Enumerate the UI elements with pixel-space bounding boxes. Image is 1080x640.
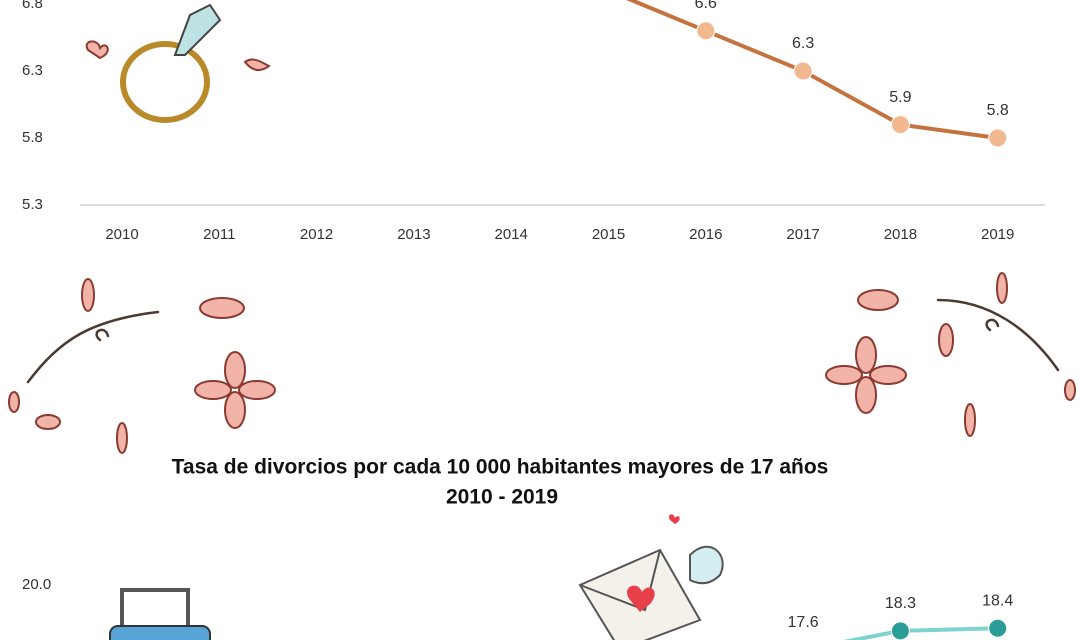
x-tick-label: 2011 — [203, 226, 235, 243]
data-point — [890, 115, 910, 135]
data-point — [890, 621, 910, 640]
envelope-doodle — [578, 514, 724, 640]
chart-subtitle: 2010 - 2019 — [446, 486, 558, 509]
x-tick-label: 2016 — [689, 226, 722, 243]
data-label: 17.6 — [788, 614, 819, 631]
x-tick-label: 2014 — [495, 226, 528, 243]
chart-title: Tasa de divorcios por cada 10 000 habita… — [172, 456, 829, 479]
y-tick-label: 6.8 — [22, 0, 43, 12]
data-label: 5.8 — [987, 102, 1009, 119]
ring-doodle — [85, 3, 271, 123]
branch-left — [8, 278, 276, 454]
x-tick-label: 2012 — [300, 226, 333, 243]
y-tick-label: 5.3 — [22, 196, 43, 213]
branch-right — [825, 272, 1076, 437]
x-tick-label: 2015 — [592, 226, 625, 243]
data-label: 6.6 — [695, 0, 717, 12]
data-point — [988, 618, 1008, 638]
data-label: 18.4 — [982, 592, 1013, 609]
y-tick-label: 5.8 — [22, 129, 43, 146]
y-tick-label: 20.0 — [22, 576, 51, 593]
data-label: 6.3 — [792, 35, 814, 52]
data-point — [988, 128, 1008, 148]
data-label: 18.3 — [885, 595, 916, 612]
y-tick-label: 6.3 — [22, 62, 43, 79]
x-tick-label: 2017 — [786, 226, 819, 243]
data-label: 5.9 — [889, 89, 911, 106]
x-tick-label: 2018 — [884, 226, 917, 243]
suitcase-doodle — [109, 588, 211, 640]
data-point — [793, 61, 813, 81]
x-tick-label: 2019 — [981, 226, 1014, 243]
data-point — [696, 21, 716, 41]
x-tick-label: 2013 — [397, 226, 430, 243]
x-tick-label: 2010 — [105, 226, 138, 243]
